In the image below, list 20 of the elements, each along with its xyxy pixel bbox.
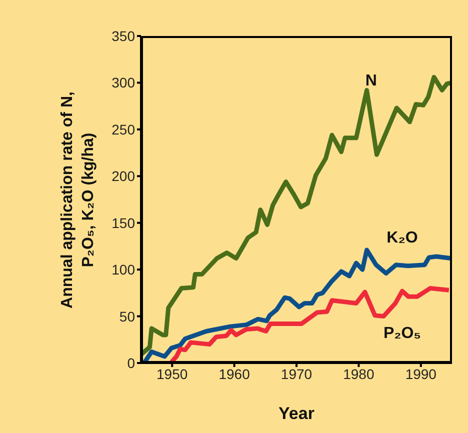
series-label: P₂O₅: [383, 324, 422, 342]
x-tick-label: 1960: [218, 366, 250, 382]
x-tick-label: 1990: [405, 366, 437, 382]
y-tick-label: 100: [112, 262, 136, 278]
y-tick-label: 0: [127, 354, 136, 371]
line-series: [141, 74, 452, 357]
series-label: K₂O: [386, 230, 418, 247]
y-tick-label: 300: [112, 74, 136, 91]
x-tick-label: 1980: [343, 366, 374, 382]
line-series: [169, 286, 452, 363]
series-label: N: [365, 72, 377, 90]
x-tick-label: 1970: [280, 366, 312, 382]
y-tick-label: 150: [112, 214, 136, 231]
y-tick-label: 250: [112, 121, 136, 138]
y-axis-title: Annual application rate of N, P₂O₅, K₂O (kg/ha): [58, 90, 98, 310]
y-tick-label: 200: [112, 168, 136, 184]
x-axis-title: Year: [278, 404, 315, 423]
x-tick-label: 1950: [156, 366, 188, 382]
y-tick-label: 50: [119, 308, 136, 324]
y-tick-label: 350: [112, 28, 136, 44]
